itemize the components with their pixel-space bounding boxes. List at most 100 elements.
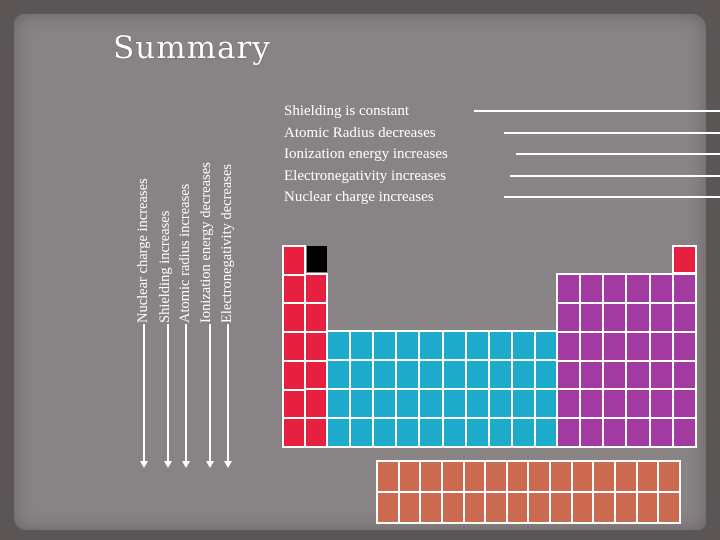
down-arrow-icon: [206, 324, 214, 468]
element-cell: [466, 332, 488, 359]
helium-cell: [672, 245, 697, 274]
right-arrow-icon: [510, 174, 720, 177]
element-cell: [284, 304, 304, 332]
element-cell: [604, 419, 626, 446]
element-cell: [464, 462, 485, 491]
element-cell: [572, 493, 593, 522]
down-arrow-icon: [224, 324, 232, 468]
p-block: [556, 273, 697, 448]
element-cell: [581, 419, 603, 446]
element-cell: [466, 361, 488, 388]
element-cell: [284, 419, 304, 446]
element-cell: [306, 303, 326, 331]
down-arrow-icon: [140, 324, 148, 468]
element-cell: [627, 361, 649, 389]
element-cell: [489, 390, 511, 417]
element-cell: [673, 361, 695, 389]
element-cell: [443, 419, 465, 446]
element-cell: [489, 361, 511, 388]
element-cell: [284, 390, 304, 418]
d-block: [326, 330, 559, 448]
vertical-trend-label: Atomic radius increases: [177, 183, 193, 323]
element-cell: [581, 361, 603, 389]
vertical-trend-label: Ionization energy decreases: [198, 162, 214, 323]
element-cell: [659, 462, 679, 491]
element-cell: [442, 493, 463, 522]
element-cell: [535, 419, 557, 446]
element-cell: [374, 361, 396, 388]
element-cell: [489, 332, 511, 359]
element-cell: [397, 332, 419, 359]
element-cell: [306, 390, 326, 418]
element-cell: [442, 462, 463, 491]
element-cell: [306, 361, 326, 389]
element-cell: [328, 390, 350, 417]
element-cell: [529, 493, 550, 522]
element-cell: [604, 361, 626, 389]
element-cell: [306, 419, 326, 446]
element-cell: [627, 390, 649, 418]
element-cell: [351, 361, 373, 388]
element-cell: [351, 390, 373, 417]
element-cell: [594, 493, 615, 522]
element-cell: [512, 332, 534, 359]
element-cell: [443, 332, 465, 359]
element-cell: [443, 390, 465, 417]
element-cell: [604, 390, 626, 418]
element-cell: [581, 332, 603, 360]
element-cell: [627, 275, 649, 302]
element-cell: [551, 493, 571, 522]
element-cell: [486, 462, 506, 491]
slide-title: Summary: [113, 30, 271, 66]
element-cell: [284, 333, 304, 360]
element-cell: [399, 462, 420, 491]
element-cell: [420, 419, 442, 446]
horizontal-trend-label: Nuclear charge increases: [284, 189, 434, 205]
element-cell: [616, 493, 636, 522]
element-cell: [399, 493, 420, 522]
vertical-trend-label: Shielding increases: [157, 210, 173, 323]
element-cell: [673, 390, 695, 418]
horizontal-trend-item: Atomic Radius decreases: [284, 122, 720, 144]
element-cell: [489, 419, 511, 446]
element-cell: [374, 419, 396, 446]
element-cell: [581, 303, 603, 331]
element-cell: [486, 493, 506, 522]
element-cell: [397, 361, 419, 388]
element-cell: [420, 332, 442, 359]
f-block: [376, 460, 681, 524]
element-cell: [306, 275, 326, 302]
element-cell: [420, 361, 442, 388]
slide-paper-background: [14, 14, 706, 530]
element-cell: [650, 419, 672, 446]
horizontal-trend-item: Electronegativity increases: [284, 165, 720, 187]
horizontal-trend-item: Ionization energy increases: [284, 143, 720, 165]
element-cell: [558, 361, 580, 389]
element-cell: [535, 390, 557, 417]
element-cell: [397, 390, 419, 417]
element-cell: [284, 361, 304, 389]
s-block-group-2: [304, 273, 328, 448]
element-cell: [421, 462, 441, 491]
right-arrow-icon: [516, 153, 720, 155]
element-cell: [443, 361, 465, 388]
s-block-group-1: [282, 245, 306, 448]
element-cell: [558, 275, 580, 302]
element-cell: [420, 390, 442, 417]
element-cell: [637, 462, 658, 491]
element-cell: [397, 419, 419, 446]
element-cell: [306, 332, 326, 360]
element-cell: [284, 275, 304, 303]
element-cell: [627, 419, 649, 446]
element-cell: [378, 493, 398, 522]
element-cell: [572, 462, 593, 491]
element-cell: [512, 419, 534, 446]
element-cell: [673, 332, 695, 360]
element-cell: [421, 493, 441, 522]
element-cell: [650, 275, 672, 302]
down-arrow-icon: [182, 324, 190, 468]
element-cell: [558, 419, 580, 446]
element-cell: [637, 493, 658, 522]
vertical-trend-label: Electronegativity decreases: [219, 163, 235, 323]
right-arrow-icon: [504, 131, 720, 134]
